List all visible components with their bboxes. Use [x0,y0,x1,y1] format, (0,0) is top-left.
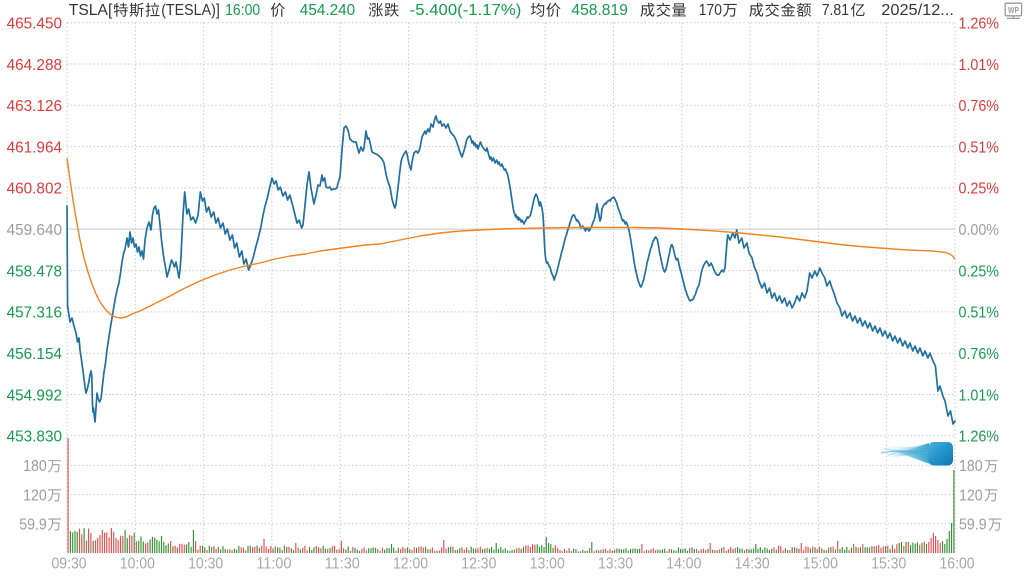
svg-text:12:00: 12:00 [393,556,428,573]
svg-text:0.76%: 0.76% [959,98,1000,115]
svg-text:0.00%: 0.00% [959,222,1000,239]
svg-text:1.01%: 1.01% [959,387,1000,404]
svg-text:59.9: 59.9 [959,517,987,534]
svg-text:120: 120 [23,487,47,504]
svg-text:0.25%: 0.25% [959,181,1000,198]
svg-text:120: 120 [959,487,983,504]
svg-text:0.51%: 0.51% [959,139,1000,156]
svg-text:180: 180 [959,458,983,475]
svg-text:453.830: 453.830 [7,429,62,446]
svg-text:16:00: 16:00 [940,556,975,573]
svg-text:0.25%: 0.25% [959,263,1000,280]
svg-text:-5.400(-1.17%): -5.400(-1.17%) [410,2,522,19]
svg-text:10:30: 10:30 [188,556,223,573]
svg-text:12:30: 12:30 [461,556,496,573]
svg-text:15:00: 15:00 [803,556,838,573]
svg-text:10:00: 10:00 [120,556,155,573]
svg-text:457.316: 457.316 [7,305,62,322]
svg-text:7.81: 7.81 [822,2,849,19]
svg-text:2025/12...: 2025/12... [881,2,954,19]
svg-text:454.992: 454.992 [7,387,62,404]
svg-text:458.819: 458.819 [571,2,628,19]
svg-text:13:30: 13:30 [598,556,633,573]
svg-text:11:00: 11:00 [256,556,291,573]
svg-text:15:30: 15:30 [871,556,906,573]
svg-text:464.288: 464.288 [7,57,62,74]
svg-text:0.51%: 0.51% [959,305,1000,322]
svg-text:59.9: 59.9 [19,517,47,534]
svg-text:456.154: 456.154 [7,346,62,363]
svg-text:09:30: 09:30 [52,556,87,573]
svg-text:TSLA[: TSLA[ [69,2,113,19]
svg-text:16:00: 16:00 [225,2,260,19]
svg-text:1.26%: 1.26% [959,16,1000,33]
svg-text:WP: WP [1008,5,1019,15]
svg-text:11:30: 11:30 [325,556,360,573]
svg-text:170: 170 [699,2,722,19]
svg-text:180: 180 [23,458,47,475]
svg-text:0.76%: 0.76% [959,346,1000,363]
svg-text:460.802: 460.802 [7,181,62,198]
svg-text:14:30: 14:30 [735,556,770,573]
svg-text:1.26%: 1.26% [959,429,1000,446]
svg-text:454.240: 454.240 [300,2,355,19]
svg-text:459.640: 459.640 [7,222,62,239]
svg-text:(TESLA)]: (TESLA)] [161,2,220,19]
svg-text:465.450: 465.450 [7,16,62,33]
svg-text:458.478: 458.478 [7,263,62,280]
svg-text:463.126: 463.126 [7,98,62,115]
svg-text:13:00: 13:00 [530,556,565,573]
svg-text:461.964: 461.964 [7,139,62,156]
svg-text:14:00: 14:00 [666,556,701,573]
svg-text:1.01%: 1.01% [959,57,1000,74]
